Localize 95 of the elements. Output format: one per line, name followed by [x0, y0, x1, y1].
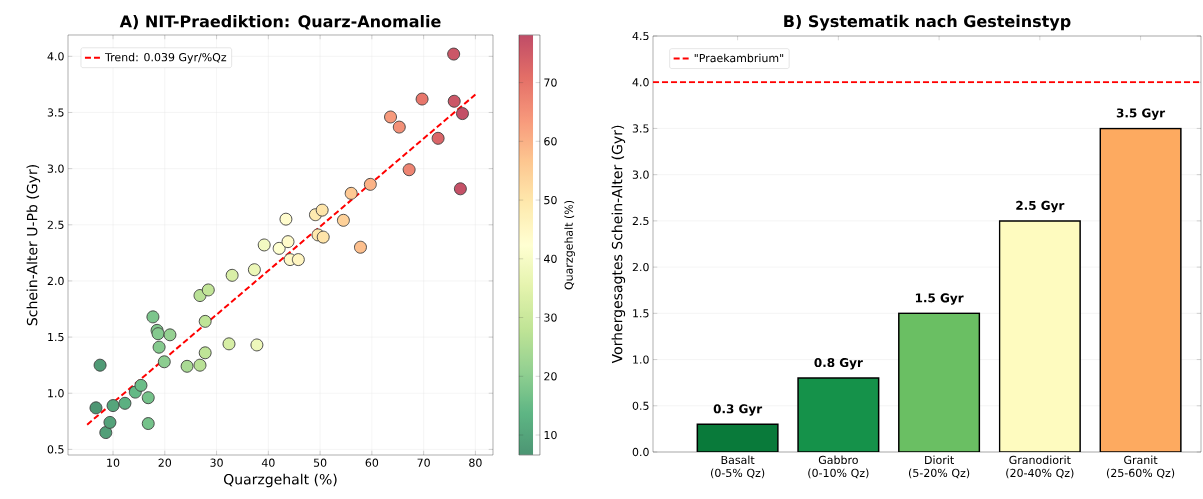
data-label: 2.5 Gyr	[1016, 200, 1065, 213]
y-tick-label: 3.5	[47, 108, 64, 117]
chart-title: B) Systematik nach Gesteinstyp	[784, 14, 1071, 31]
y-tick-label: 0.5	[632, 401, 649, 410]
data-label: 0.8 Gyr	[814, 358, 863, 370]
point	[291, 253, 305, 267]
point	[146, 310, 160, 324]
point	[447, 47, 461, 61]
point	[336, 213, 350, 227]
point	[99, 426, 113, 439]
point	[201, 283, 215, 297]
point	[134, 378, 148, 392]
point	[315, 203, 329, 217]
y-tick-label: 0.0	[632, 447, 649, 457]
point	[163, 328, 177, 342]
point	[431, 131, 445, 145]
x-axis-title: Quarzgehalt (%)	[223, 473, 337, 488]
x-tick-label: Granit (25-60% Qz)	[1106, 455, 1175, 479]
point	[157, 355, 171, 369]
point	[453, 182, 467, 196]
x-tick-label: 70	[417, 458, 430, 467]
y-tick-label: 4.0	[632, 78, 649, 87]
point	[354, 240, 367, 254]
point	[447, 94, 461, 108]
point	[344, 186, 358, 200]
point	[106, 399, 120, 413]
y-tick-label: 4.0	[47, 52, 64, 61]
y-tick-label: 3.0	[47, 164, 64, 173]
point	[363, 177, 377, 191]
legend-label: "Praekambrium"	[694, 53, 784, 63]
color-bar-label: 60	[544, 137, 557, 146]
point	[456, 107, 469, 121]
y-tick-label: 1.0	[633, 355, 649, 364]
point	[316, 230, 330, 244]
point	[247, 263, 261, 277]
y-tick-label: 1.5	[633, 309, 649, 318]
x-tick-label: 80	[469, 458, 482, 467]
x-tick-label: 40	[261, 458, 275, 467]
point	[384, 110, 397, 124]
legend-label: Trend: 0.039 Gyr/%Qz	[104, 52, 227, 64]
point	[415, 92, 429, 106]
data-label: 3.5 Gyr	[1116, 108, 1166, 120]
x-tick-label: Basalt (0-5% Qz)	[711, 455, 765, 479]
point	[392, 120, 406, 134]
y-tick-label: 2.0	[47, 276, 64, 286]
point	[402, 163, 416, 177]
x-tick-label: Gabbro (0-10% Qz)	[808, 455, 869, 479]
y-tick-label: 3.5	[632, 124, 649, 133]
color-bar-label: 70	[544, 78, 557, 87]
x-tick-label: Granodiorit (20-40% Qz)	[1006, 455, 1074, 479]
point	[141, 391, 155, 405]
point	[198, 314, 212, 328]
point	[152, 340, 166, 354]
color-bar-label: 50	[544, 195, 557, 205]
y-tick-label: 2.5	[47, 220, 64, 229]
point	[180, 359, 194, 373]
x-tick-label: 10	[107, 458, 120, 467]
point	[222, 337, 236, 351]
point	[193, 358, 207, 372]
point	[198, 346, 212, 360]
color-bar-title: Quarzgehalt (%)	[564, 200, 575, 290]
x-tick-label: 50	[313, 458, 327, 467]
point	[250, 338, 264, 352]
data-label: 1.5 Gyr	[915, 293, 964, 305]
point	[225, 268, 239, 282]
y-tick-label: 0.5	[47, 445, 64, 454]
point	[151, 327, 165, 341]
color-bar-label: 10	[544, 430, 557, 440]
point	[193, 289, 207, 302]
point	[89, 401, 103, 415]
x-tick-label: Diorit (5-20% Qz)	[908, 455, 970, 479]
y-axis-title: Schein-Alter U-Pb (Gyr)	[26, 165, 41, 326]
y-tick-label: 4.5	[632, 31, 649, 41]
point	[272, 241, 286, 255]
point	[93, 358, 107, 372]
y-tick-label: 2.5	[632, 216, 649, 226]
point	[118, 396, 132, 410]
point	[281, 235, 295, 249]
x-tick-label: 60	[365, 458, 379, 467]
point	[103, 415, 117, 429]
y-tick-label: 2.0	[632, 262, 649, 272]
y-tick-label: 1.0	[48, 389, 64, 398]
point	[141, 417, 155, 430]
y-axis-title: Vorhergesagtes Schein-Alter (Gyr)	[611, 125, 626, 364]
y-tick-label: 1.5	[48, 333, 64, 342]
y-tick-label: 3.0	[632, 170, 649, 179]
chart-title: A) NIT-Praediktion: Quarz-Anomalie	[119, 14, 441, 30]
color-bar-label: 40	[543, 254, 557, 263]
data-label: 0.3 Gyr	[713, 404, 763, 416]
point	[279, 212, 293, 226]
color-bar-label: 20	[544, 372, 557, 381]
x-tick-label: 20	[158, 458, 172, 467]
x-tick-label: 30	[210, 458, 223, 467]
point	[257, 238, 271, 252]
color-bar-label: 30	[544, 313, 557, 322]
